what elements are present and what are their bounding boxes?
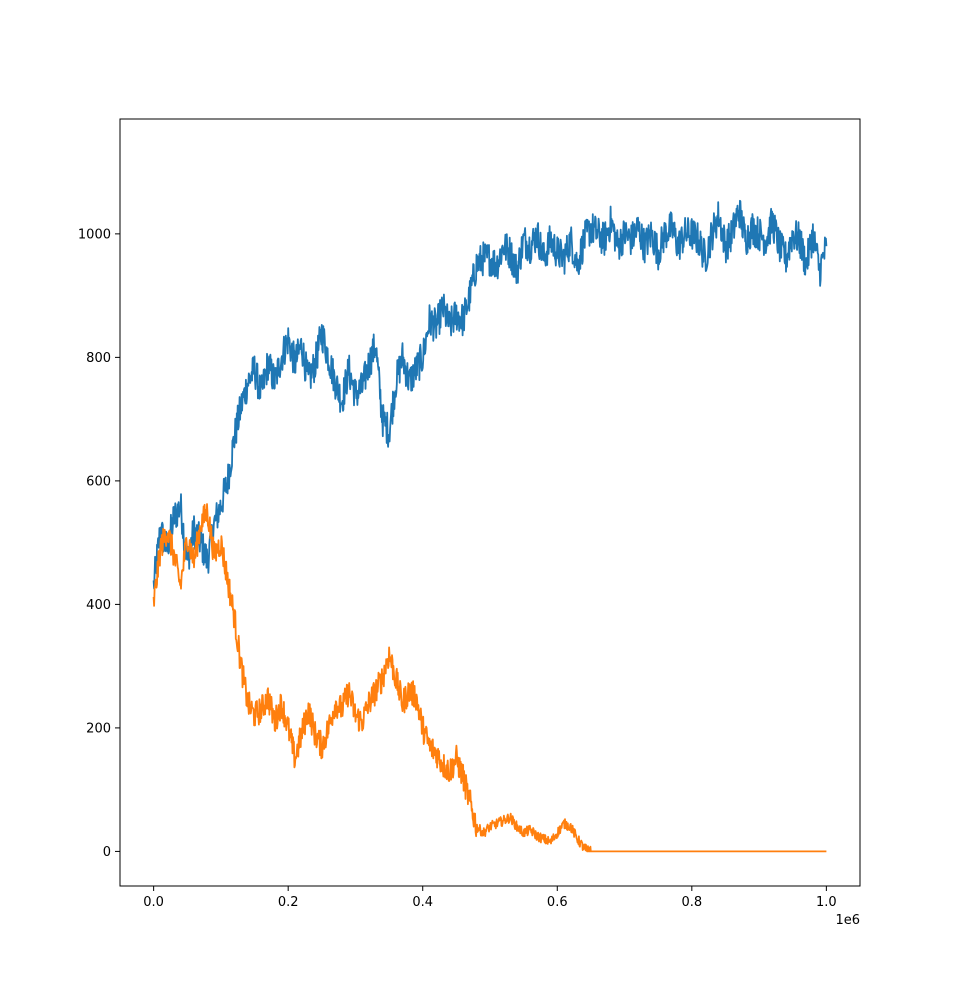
x-tick-label: 1.0 [816,895,837,910]
tick-layer: 0.0 0.2 0.4 0.6 0.8 1.0 0 200 400 600 800 1000 [78,227,837,910]
y-tick-label: 400 [86,598,111,613]
series-layer [152,199,828,853]
plot-frame [119,118,861,887]
x-tick-label: 0.6 [547,895,568,910]
series-line-2 [152,503,827,853]
y-tick-label: 1000 [78,227,111,242]
axes-layer [119,118,861,887]
x-tick-label: 0.2 [278,895,299,910]
x-tick-label: 0.0 [143,895,164,910]
y-tick-label: 0 [103,845,111,860]
x-tick-label: 0.4 [412,895,433,910]
y-tick-label: 800 [86,351,111,366]
x-tick-label: 0.8 [681,895,702,910]
y-tick-label: 200 [86,721,111,736]
x-axis-offset-label: 1e6 [835,913,860,928]
series-line-1 [152,199,828,590]
y-tick-label: 600 [86,474,111,489]
